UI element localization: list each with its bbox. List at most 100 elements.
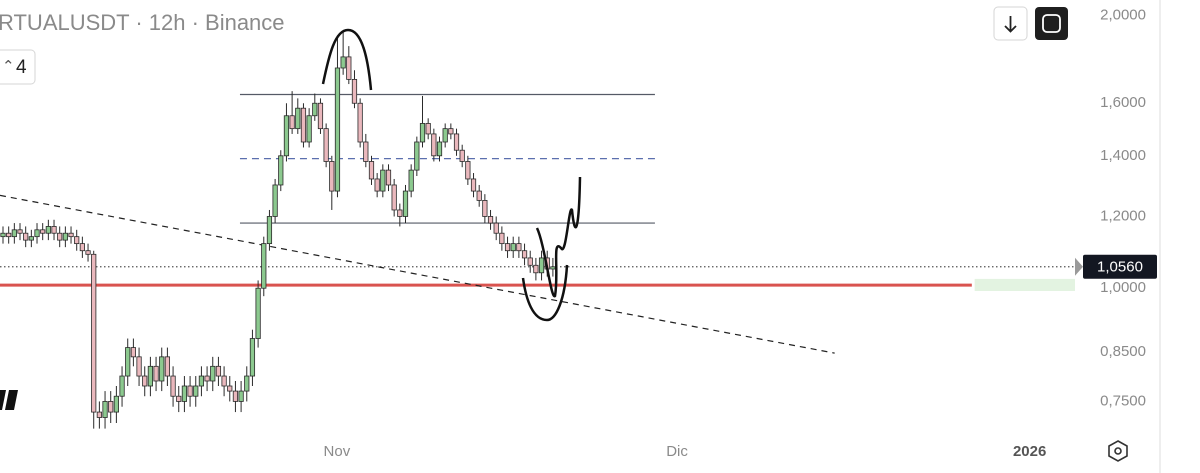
y-tick-label: 2,0000 [1100,6,1146,23]
candle-body [119,375,125,397]
candle-body [453,133,460,151]
candle-body [108,401,114,413]
candle-body [397,209,403,217]
candle-body [96,411,102,418]
hand-drawing [521,264,569,322]
candle-body [448,128,454,135]
candle-body [34,229,40,238]
candle-body [329,161,335,192]
y-tick-label: 1,6000 [1100,94,1146,111]
candle-body [187,385,193,397]
candle-body [62,232,68,241]
price-tag [1083,254,1157,279]
candle-body [91,253,97,413]
candle-body [227,385,233,392]
candle-body [255,287,261,339]
candle-body [476,190,482,201]
candle-body [6,232,12,238]
candle-body [45,226,51,234]
candle-body [272,184,278,217]
candle-body [51,226,57,234]
candle-body [414,141,420,171]
candle-body [391,184,397,211]
fullscreen-icon [1042,14,1061,33]
candle-body [176,395,182,402]
candle-body [357,102,363,143]
x-tick-label: 2026 [1013,443,1046,460]
candle-body [402,190,409,217]
indicator-box[interactable] [0,49,36,85]
y-tick-label: 0,8500 [1100,343,1146,360]
trendline [0,194,835,354]
candle-body [164,356,171,377]
candle-body [334,67,341,192]
partial-logo [0,390,18,410]
candle-body [210,365,216,382]
candle-body [113,395,119,413]
candle-body [346,56,352,80]
settings-icon-center [1114,447,1122,455]
candle-body [499,232,505,245]
candle-body [261,243,267,289]
candle-body [215,365,222,377]
download-icon [1004,16,1017,33]
candle-body [238,390,244,402]
indicator-count[interactable]: 4 [16,57,27,78]
candle-body [425,123,431,135]
candle-body [232,390,239,402]
indicator-arrow: ⌃ [2,58,15,75]
candle-body [278,155,284,186]
chart-title: RTUALUSDT · 12h · Binance [0,10,285,35]
y-tick-label: 1,0000 [1100,279,1146,296]
settings-icon[interactable] [1108,440,1128,462]
zone [974,278,1075,291]
candle-body [419,123,426,143]
candle-body [487,216,494,224]
y-tick-label: 1,2000 [1100,207,1146,224]
hand-drawing [535,176,582,298]
candle-body [527,257,533,266]
candle-body [408,169,414,192]
candle-body [283,115,290,157]
candle-body [244,375,250,392]
candle-body [147,365,153,387]
candle-body [351,78,358,104]
candle-body [385,169,392,186]
candle-body [125,347,131,377]
candle-body [17,229,23,234]
candle-body [306,115,312,143]
candle-body [516,243,522,252]
candle-body [289,115,295,130]
candle-body [28,236,34,241]
price-tag-arrow [1075,257,1083,276]
candle-body [198,375,205,387]
y-tick-label: 0,7500 [1100,392,1146,409]
candle-body [85,250,91,255]
x-tick-label: Dic [666,443,688,460]
candle-body [482,200,488,217]
hand-drawing [321,28,373,91]
candle-body [142,375,148,387]
candle-body [533,264,539,274]
candle-body [521,250,528,259]
candle-body [57,232,63,241]
fullscreen-button[interactable] [1035,7,1068,40]
candle-body [170,375,176,397]
candle-body [68,232,74,238]
candle-body [300,107,307,143]
candle-body [504,243,511,252]
candle-body [312,102,318,117]
candle-body [181,385,188,402]
candle-body [40,229,46,234]
candle-body [317,102,324,130]
candle-body [221,375,227,387]
candle-body [465,161,471,180]
candle-body [510,243,516,252]
candle-body [550,266,556,270]
candle-body [102,401,108,418]
candle-body [323,128,329,162]
candle-body [295,107,301,130]
price-tag-label: 1,0560 [1097,259,1143,276]
